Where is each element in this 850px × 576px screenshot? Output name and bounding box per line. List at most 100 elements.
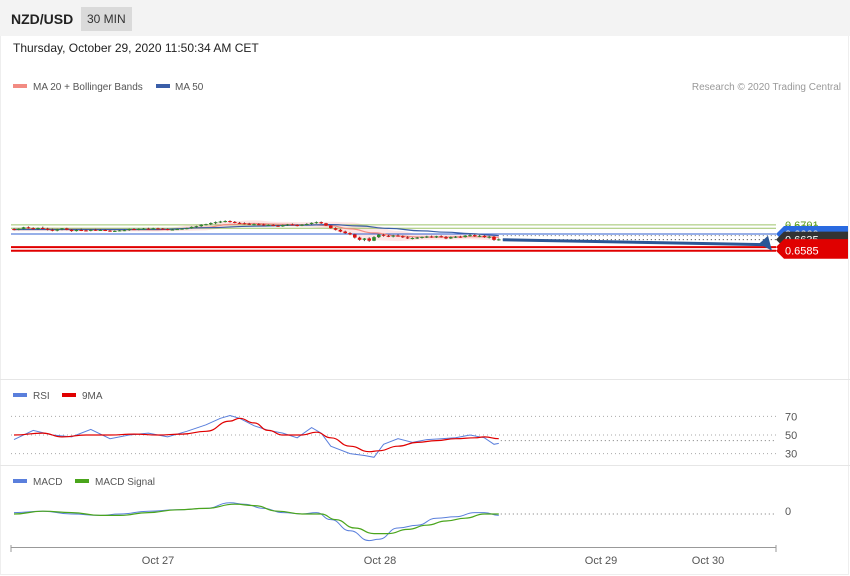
candle-up: [122, 230, 127, 232]
candle-up: [185, 228, 189, 230]
candle-up: [463, 235, 467, 238]
rsi-legend-label: RSI: [33, 391, 50, 402]
candle-down: [439, 236, 443, 238]
support-tag: [776, 242, 848, 259]
candle-up: [223, 221, 227, 223]
candle-up: [55, 229, 59, 231]
candle-down: [261, 224, 266, 226]
candle-down: [333, 228, 338, 230]
header-bar: NZD/USD 30 MIN: [0, 0, 850, 36]
candle-down: [228, 221, 232, 223]
candle-down: [405, 237, 410, 239]
candle-up: [170, 229, 175, 231]
candle-up: [117, 230, 122, 232]
candle-up: [266, 224, 271, 226]
candle-down: [50, 229, 55, 231]
candle-down: [401, 236, 405, 238]
x-tick-label: Oct 27: [142, 555, 174, 567]
symbol-label: NZD/USD: [11, 11, 74, 27]
candle-up: [213, 222, 218, 224]
candle-down: [357, 237, 362, 240]
macd-tick-label: 0: [785, 506, 791, 518]
candle-down: [458, 236, 463, 238]
candle-down: [69, 229, 74, 232]
candle-up: [305, 223, 309, 225]
rsi-tick-label: 30: [785, 449, 797, 461]
candle-up: [60, 228, 64, 230]
candle-down: [396, 235, 400, 237]
candle-down: [41, 227, 45, 229]
ma20-legend-swatch: [13, 84, 27, 88]
candle-up: [372, 237, 376, 241]
copyright-label: Research © 2020 Trading Central: [692, 82, 841, 93]
candle-up: [21, 227, 26, 229]
candle-down: [108, 230, 112, 232]
timeframe-button[interactable]: 30 MIN: [81, 7, 132, 31]
candle-up: [98, 229, 103, 231]
rsi-line: [13, 414, 499, 458]
candle-down: [353, 234, 357, 238]
candle-up: [314, 222, 319, 224]
candle-up: [189, 226, 194, 229]
candle-up: [420, 236, 424, 238]
candle-down: [257, 224, 261, 226]
candle-up: [74, 229, 79, 232]
rsi-legend-swatch: [13, 393, 27, 397]
candle-up: [218, 221, 223, 223]
candle-down: [290, 224, 295, 226]
candle-down: [237, 222, 242, 224]
candle-down: [329, 225, 333, 229]
candle-up: [377, 234, 381, 238]
candle-up: [362, 238, 367, 240]
candle-down: [295, 225, 299, 227]
candle-down: [319, 222, 323, 224]
rsi-ma-legend-swatch: [62, 393, 76, 397]
candle-down: [338, 229, 343, 232]
candle-down: [45, 228, 50, 230]
candle-up: [285, 224, 290, 226]
candle-down: [156, 228, 160, 230]
candle-up: [425, 236, 429, 238]
macd-legend-swatch: [13, 479, 27, 483]
candle-up: [89, 229, 93, 231]
candle-down: [482, 235, 487, 238]
candle-down: [381, 234, 386, 236]
candle-up: [468, 235, 472, 237]
macd-signal-line: [13, 503, 499, 535]
candle-down: [367, 238, 371, 241]
candle-down: [242, 223, 247, 225]
candle-down: [31, 228, 35, 230]
candle-down: [103, 229, 107, 231]
x-tick-label: Oct 28: [364, 555, 396, 567]
candle-up: [281, 225, 285, 227]
rsi-tick-label: 70: [785, 411, 797, 423]
candle-down: [132, 229, 136, 231]
candle-up: [204, 224, 208, 226]
candle-up: [199, 224, 203, 227]
candle-down: [146, 228, 151, 230]
candle-down: [348, 233, 352, 235]
x-tick-label: Oct 29: [585, 555, 617, 567]
chart-frame: [0, 36, 849, 575]
candle-up: [487, 236, 491, 238]
macd-signal-legend-swatch: [75, 479, 89, 483]
candle-up: [141, 228, 146, 230]
candle-up: [309, 222, 314, 224]
candle-up: [453, 236, 458, 238]
candle-down: [26, 227, 31, 229]
candle-down: [324, 223, 328, 226]
ma50-line: [14, 223, 499, 237]
candle-up: [151, 228, 155, 230]
candle-up: [194, 226, 199, 228]
candle-up: [127, 229, 131, 231]
datetime-label: Thursday, October 29, 2020 11:50:34 AM C…: [13, 41, 259, 55]
candle-up: [477, 235, 482, 237]
candle-down: [93, 229, 98, 231]
candle-down: [79, 229, 83, 231]
ma20-legend-label: MA 20 + Bollinger Bands: [33, 82, 143, 93]
rsi-tick-label: 50: [785, 430, 797, 442]
forecast-arrow-head: [759, 235, 772, 251]
candle-down: [492, 236, 496, 240]
candle-up: [17, 228, 21, 230]
